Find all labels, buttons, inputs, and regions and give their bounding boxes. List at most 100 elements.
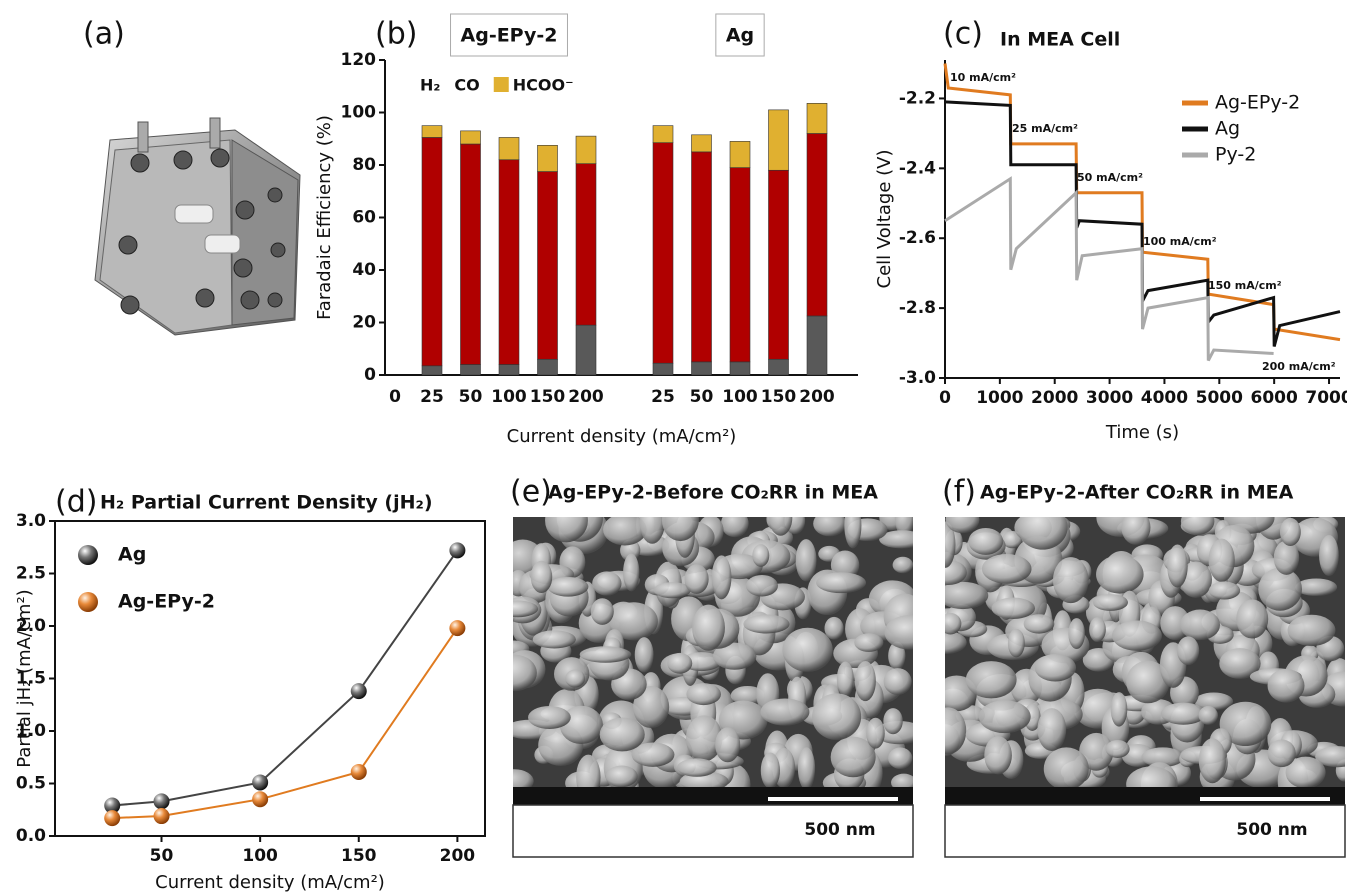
bar-segment: [769, 359, 789, 375]
sem-grain: [883, 708, 902, 734]
info-bar: [513, 787, 913, 805]
sem-grain: [1112, 620, 1162, 650]
sem-grain: [884, 615, 934, 650]
sem-grain: [640, 500, 665, 544]
x-tick-label: 25: [651, 387, 675, 407]
x-tick-label: 2000: [1031, 388, 1078, 408]
sem-image: [493, 494, 935, 806]
x-tick-label: 25: [420, 387, 444, 407]
sem-grain: [761, 753, 780, 789]
legend-label: CO: [454, 76, 479, 95]
sem-grain: [685, 564, 709, 594]
sem-grain: [721, 510, 749, 537]
sem-grain: [1288, 615, 1336, 646]
x-tick-label: 5000: [1196, 388, 1243, 408]
bar-segment: [653, 363, 673, 375]
x-tick-label: 7000: [1305, 388, 1347, 408]
y-tick-label: 120: [341, 50, 377, 70]
sem-grain: [816, 572, 866, 593]
bar-segment: [422, 137, 442, 365]
x-tick-label: 4000: [1141, 388, 1188, 408]
bar-segment: [769, 170, 789, 359]
sem-grain: [844, 502, 861, 548]
legend-marker: [78, 592, 98, 612]
panel-label: (d): [55, 485, 97, 520]
x-tick-label: 150: [341, 846, 377, 866]
sem-grain: [924, 631, 967, 654]
sem-grain: [796, 539, 817, 581]
legend-label: HCOO⁻: [513, 76, 574, 95]
sem-grain: [677, 758, 717, 776]
annotation: 50 mA/cm²: [1077, 171, 1143, 184]
sem-grain: [760, 698, 809, 725]
x-tick-label: 200: [568, 387, 604, 407]
legend-marker: [78, 545, 98, 565]
marker: [154, 793, 170, 809]
bar-segment: [730, 141, 750, 167]
bar-segment: [576, 136, 596, 164]
y-tick-label: 0: [364, 365, 376, 385]
sem-grain: [580, 646, 632, 662]
bar-segment: [538, 172, 558, 360]
x-axis-label: Current density (mA/cm²): [155, 872, 385, 893]
sem-grain: [565, 670, 585, 688]
y-tick-label: 3.0: [16, 511, 46, 531]
bar-segment: [499, 160, 519, 365]
bar-segment: [769, 110, 789, 170]
bar-segment: [422, 126, 442, 138]
bar-segment: [692, 135, 712, 152]
legend-label: H₂: [420, 76, 440, 95]
y-axis-label: Partial jH₂ (mA/cm²): [14, 589, 35, 767]
figure: (a) 020406080100120Faradaic Efficiency (…: [0, 0, 1347, 895]
sem-grain: [1280, 518, 1301, 546]
marker: [449, 542, 465, 558]
sem-grain: [715, 727, 740, 762]
annotation: 25 mA/cm²: [1012, 122, 1078, 135]
sem-grain: [1268, 669, 1305, 703]
sem-grain: [855, 661, 876, 701]
y-axis-label: Cell Voltage (V): [874, 150, 895, 289]
scale-bar-label: 500 nm: [804, 820, 875, 840]
x-tick-label: 1000: [976, 388, 1023, 408]
panel-label: (e): [510, 475, 552, 510]
bar-segment: [499, 137, 519, 159]
sem-grain: [528, 706, 571, 729]
y-tick-label: 0.0: [16, 826, 46, 846]
sem-grain: [884, 668, 912, 695]
bar-segment: [807, 134, 827, 316]
sem-grain: [1044, 747, 1089, 790]
marker: [252, 791, 268, 807]
sem-grain: [782, 628, 832, 672]
panel-label: (b): [375, 17, 417, 52]
bar-segment: [653, 143, 673, 364]
bar-segment: [461, 144, 481, 365]
sem-grain: [769, 500, 792, 536]
x-tick-label: 100: [722, 387, 758, 407]
chart-title: In MEA Cell: [1000, 29, 1120, 51]
annotation: 200 mA/cm²: [1262, 360, 1336, 373]
y-tick-label: 80: [352, 155, 376, 175]
bar-segment: [499, 365, 519, 376]
annotation: 150 mA/cm²: [1208, 279, 1282, 292]
sem-grain: [712, 555, 732, 599]
device-photo: [95, 118, 300, 335]
sem-image: [924, 497, 1347, 806]
sem-grain: [940, 613, 962, 635]
sem-grain: [1093, 594, 1128, 611]
line-series: [112, 550, 457, 805]
sem-grain: [966, 661, 1017, 698]
info-bar: [945, 787, 1345, 805]
sem-grain: [1209, 582, 1240, 600]
x-tick-label: 100: [242, 846, 278, 866]
y-tick-label: 100: [341, 103, 377, 123]
sem-grain: [979, 700, 1031, 733]
sem-grain: [854, 633, 883, 652]
sem-grain: [938, 582, 988, 609]
sem-grain: [837, 661, 854, 696]
bar-segment: [461, 365, 481, 376]
x-axis-label: Time (s): [1105, 422, 1179, 443]
x-tick-label: 200: [799, 387, 835, 407]
sem-grain: [531, 561, 553, 593]
x-tick-label: 50: [459, 387, 483, 407]
sem-grain: [1167, 545, 1188, 588]
